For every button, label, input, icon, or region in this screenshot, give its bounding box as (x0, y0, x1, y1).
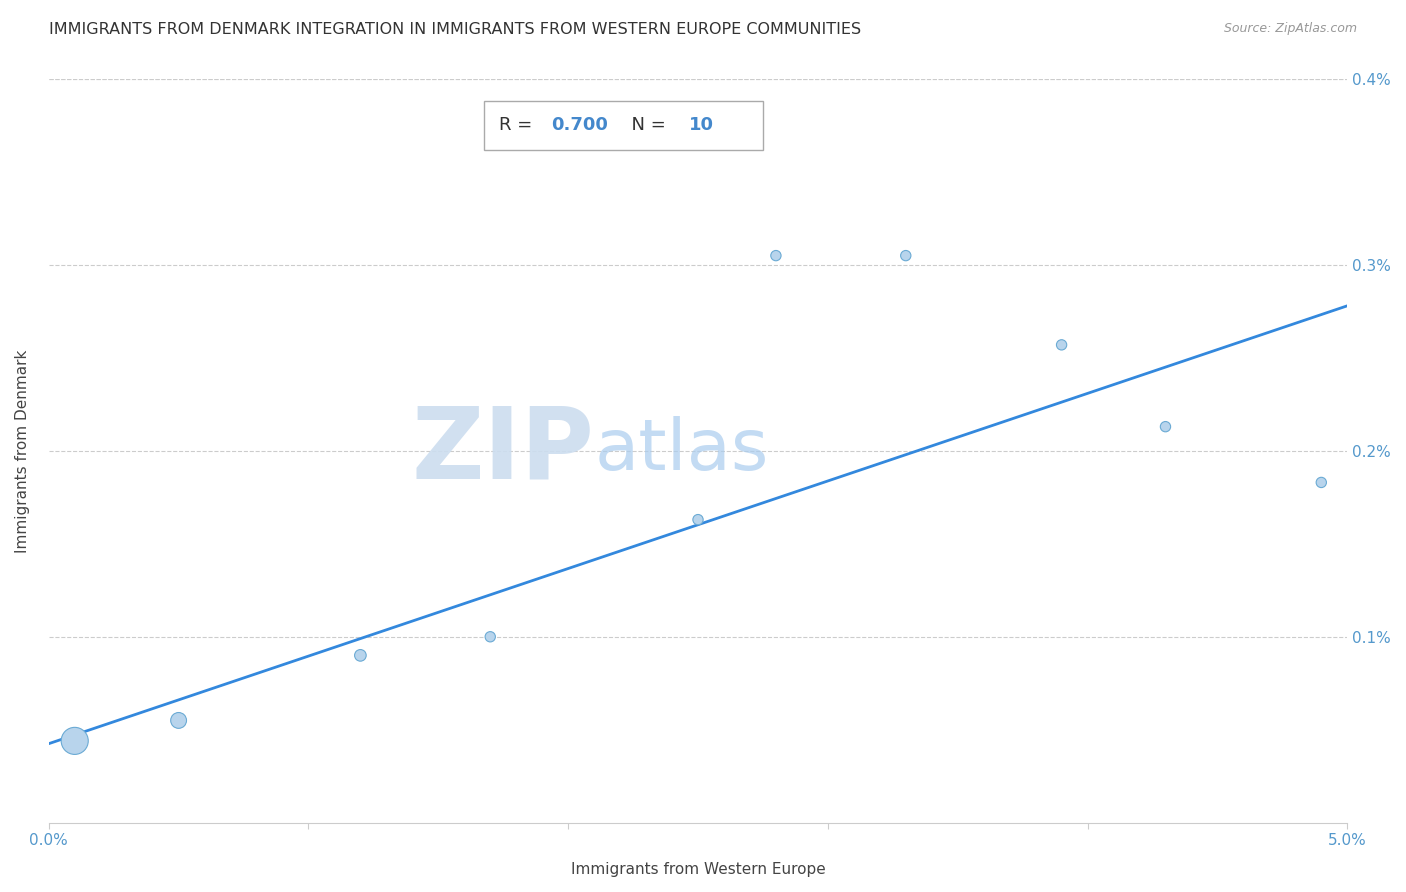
Point (167, 714, 190, 728)
Text: 10: 10 (689, 117, 714, 135)
Point (894, 249, 917, 263)
Text: R =: R = (499, 117, 538, 135)
Point (765, 249, 787, 263)
Text: IMMIGRANTS FROM DENMARK INTEGRATION IN IMMIGRANTS FROM WESTERN EUROPE COMMUNITIE: IMMIGRANTS FROM DENMARK INTEGRATION IN I… (49, 22, 862, 37)
FancyBboxPatch shape (484, 102, 763, 150)
Point (479, 630, 502, 644)
Point (1310, 475, 1333, 490)
Y-axis label: Immigrants from Denmark: Immigrants from Denmark (15, 349, 30, 552)
Text: 0.700: 0.700 (551, 117, 609, 135)
Point (1154, 419, 1177, 434)
Text: ZIP: ZIP (411, 402, 595, 500)
Text: atlas: atlas (595, 417, 769, 485)
Point (63, 734, 86, 748)
Point (686, 513, 709, 527)
Text: N =: N = (620, 117, 672, 135)
Point (1050, 338, 1073, 352)
X-axis label: Immigrants from Western Europe: Immigrants from Western Europe (571, 862, 825, 877)
Point (349, 648, 371, 663)
Text: Source: ZipAtlas.com: Source: ZipAtlas.com (1223, 22, 1357, 36)
